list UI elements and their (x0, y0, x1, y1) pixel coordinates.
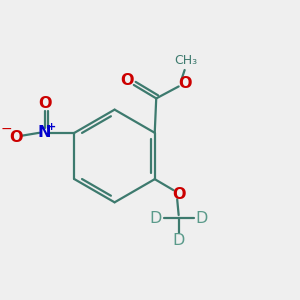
Text: −: − (1, 122, 12, 136)
Text: N: N (38, 125, 51, 140)
Text: D: D (172, 233, 185, 248)
Text: O: O (178, 76, 192, 91)
Text: D: D (195, 211, 208, 226)
Text: +: + (46, 122, 56, 132)
Text: CH₃: CH₃ (175, 54, 198, 67)
Text: D: D (150, 211, 162, 226)
Text: O: O (172, 187, 185, 202)
Text: O: O (121, 73, 134, 88)
Text: O: O (38, 96, 51, 111)
Text: O: O (9, 130, 23, 145)
